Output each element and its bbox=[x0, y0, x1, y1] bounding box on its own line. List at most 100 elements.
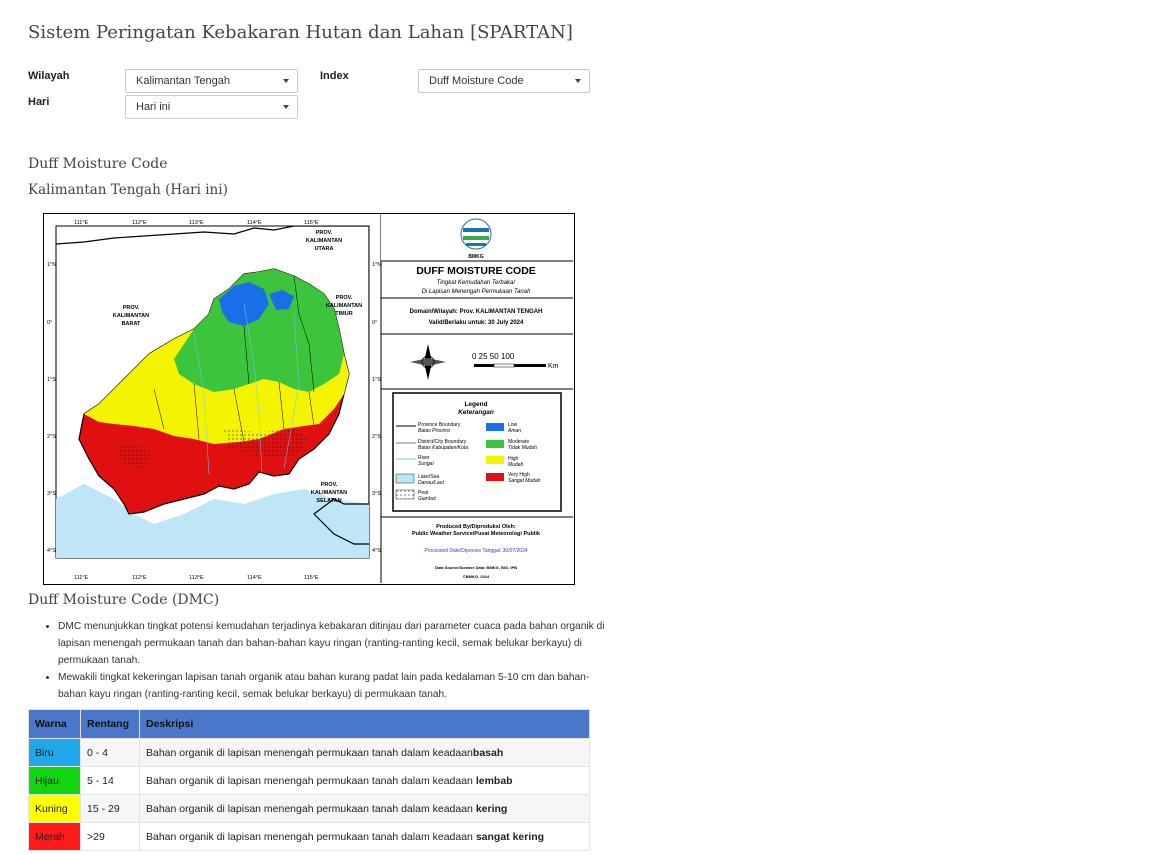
svg-text:PROV.: PROV. bbox=[123, 305, 140, 311]
svg-text:KALIMANTAN: KALIMANTAN bbox=[326, 303, 362, 309]
page-title: Sistem Peringatan Kebakaran Hutan dan La… bbox=[28, 22, 573, 43]
color-cell: Biru bbox=[28, 738, 81, 767]
svg-text:PROV.: PROV. bbox=[316, 230, 333, 236]
svg-text:KALIMANTAN: KALIMANTAN bbox=[113, 313, 149, 319]
svg-text:KALIMANTAN: KALIMANTAN bbox=[311, 490, 347, 496]
svg-text:Data Source/Sumber Data: BMKG,: Data Source/Sumber Data: BMKG, BIG, IPB bbox=[435, 565, 517, 570]
list-item: Mewakili tingkat kekeringan lapisan tana… bbox=[58, 669, 608, 703]
lon-tick-label: 111°E bbox=[74, 575, 89, 581]
svg-text:SELATAN: SELATAN bbox=[316, 498, 341, 504]
svg-text:Province Boundary: Province Boundary bbox=[418, 422, 461, 428]
svg-text:Batas Kabupaten/Kota: Batas Kabupaten/Kota bbox=[418, 445, 468, 451]
lon-tick-label: 111°E bbox=[74, 220, 89, 226]
column-header: Warna bbox=[28, 709, 81, 739]
lat-tick-label: 3°S bbox=[47, 491, 56, 497]
svg-text:Processed Date/Diproses Tangga: Processed Date/Diproses Tanggal: 30/07/2… bbox=[424, 548, 528, 554]
lat-tick-label: 1°S bbox=[47, 377, 56, 383]
lat-tick-label: 0° bbox=[372, 320, 377, 326]
svg-text:©BMKG, 2024: ©BMKG, 2024 bbox=[463, 574, 490, 579]
wilayah-select-value: Kalimantan Tengah bbox=[136, 75, 230, 87]
color-cell: Hijau bbox=[28, 766, 81, 795]
svg-text:Produced By/Diproduksi Oleh:: Produced By/Diproduksi Oleh: bbox=[436, 524, 516, 530]
legend-swatch-very-high bbox=[486, 473, 504, 481]
svg-text:Domain/Wilayah: Prov. KALIMANT: Domain/Wilayah: Prov. KALIMANTAN TENGAH bbox=[410, 309, 543, 315]
svg-text:Very High: Very High bbox=[508, 472, 530, 478]
caret-down-icon bbox=[283, 79, 289, 83]
lon-tick-label: 114°E bbox=[247, 220, 262, 226]
column-header: Rentang bbox=[80, 709, 140, 739]
wilayah-label: Wilayah bbox=[28, 70, 70, 82]
svg-text:River: River bbox=[418, 455, 430, 461]
wilayah-select[interactable]: Kalimantan Tengah bbox=[125, 69, 298, 93]
lon-tick-label: 112°E bbox=[132, 220, 147, 226]
lat-tick-label: 2°S bbox=[47, 434, 56, 440]
legend-swatch-moderate bbox=[486, 440, 504, 448]
lat-tick-label: 3°S bbox=[372, 491, 381, 497]
lat-tick-label: 1°N bbox=[47, 262, 56, 268]
lon-tick-label: 115°E bbox=[304, 575, 319, 581]
svg-text:KALIMANTAN: KALIMANTAN bbox=[306, 238, 342, 244]
svg-text:Sangat Mudah: Sangat Mudah bbox=[508, 478, 541, 484]
list-item: DMC menunjukkan tingkat potensi kemudaha… bbox=[58, 618, 608, 669]
svg-text:Keterangan: Keterangan bbox=[458, 409, 494, 416]
svg-text:Moderate: Moderate bbox=[508, 439, 529, 445]
svg-text:District/City Boundary: District/City Boundary bbox=[418, 439, 467, 445]
svg-text:Valid/Berlaku untuk: 30 July 2: Valid/Berlaku untuk: 30 July 2024 bbox=[429, 320, 524, 326]
lon-tick-label: 115°E bbox=[304, 220, 319, 226]
lon-tick-label: 112°E bbox=[132, 575, 147, 581]
dmc-heading: Duff Moisture Code (DMC) bbox=[28, 592, 220, 608]
lat-tick-label: 4°S bbox=[372, 548, 381, 554]
section-title: Duff Moisture Code bbox=[28, 156, 168, 172]
svg-text:Lake/Sea: Lake/Sea bbox=[418, 474, 439, 480]
dmc-map-svg: 111°E 112°E 113°E 114°E 115°E 111°E 112°… bbox=[47, 214, 573, 583]
svg-text:High: High bbox=[508, 456, 519, 462]
range-cell: 0 - 4 bbox=[80, 738, 140, 767]
table-row: Kuning 15 - 29 Bahan organik di lapisan … bbox=[28, 794, 590, 823]
scale-bar-label: 0 25 50 100 bbox=[472, 352, 515, 361]
bmkg-logo-text: BMKG bbox=[468, 254, 483, 260]
svg-text:PROV.: PROV. bbox=[321, 482, 338, 488]
lat-tick-label: 2°S bbox=[372, 434, 381, 440]
column-header: Deskripsi bbox=[139, 709, 590, 739]
dmc-bullet-list: DMC menunjukkan tingkat potensi kemudaha… bbox=[44, 618, 608, 703]
color-cell: Kuning bbox=[28, 794, 81, 823]
table-row: Biru 0 - 4 Bahan organik di lapisan mene… bbox=[28, 738, 590, 767]
section-subtitle: Kalimantan Tengah (Hari ini) bbox=[28, 182, 228, 198]
bmkg-logo-icon bbox=[460, 218, 492, 250]
table-header-row: Warna Rentang Deskripsi bbox=[28, 709, 590, 739]
description-cell: Bahan organik di lapisan menengah permuk… bbox=[139, 822, 590, 851]
index-label: Index bbox=[320, 70, 349, 82]
svg-text:Low: Low bbox=[508, 422, 518, 428]
hari-select-value: Hari ini bbox=[136, 101, 171, 113]
caret-down-icon bbox=[283, 105, 289, 109]
range-cell: 15 - 29 bbox=[80, 794, 140, 823]
svg-text:Public Weather Service/Pusat M: Public Weather Service/Pusat Meteorologi… bbox=[412, 531, 541, 537]
svg-text:Aman: Aman bbox=[507, 428, 521, 434]
lon-tick-label: 113°E bbox=[189, 575, 204, 581]
svg-text:Tingkat Kemudahan Terbakar: Tingkat Kemudahan Terbakar bbox=[437, 280, 517, 286]
lon-tick-label: 113°E bbox=[189, 220, 204, 226]
svg-text:Gambut: Gambut bbox=[418, 496, 436, 502]
hari-select[interactable]: Hari ini bbox=[125, 95, 298, 119]
description-cell: Bahan organik di lapisan menengah permuk… bbox=[139, 766, 590, 795]
lon-tick-label: 114°E bbox=[247, 575, 262, 581]
kalteng-moderate bbox=[174, 269, 344, 392]
hari-label: Hari bbox=[28, 96, 50, 108]
table-row: Hijau 5 - 14 Bahan organik di lapisan me… bbox=[28, 766, 590, 795]
svg-text:Mudah: Mudah bbox=[508, 462, 524, 468]
description-cell: Bahan organik di lapisan menengah permuk… bbox=[139, 738, 590, 767]
svg-text:Km: Km bbox=[548, 363, 559, 370]
legend-title: Legend bbox=[464, 401, 487, 408]
index-select[interactable]: Duff Moisture Code bbox=[418, 69, 590, 93]
svg-text:BARAT: BARAT bbox=[122, 321, 141, 327]
dmc-map-image: 111°E 112°E 113°E 114°E 115°E 111°E 112°… bbox=[43, 213, 575, 585]
index-select-value: Duff Moisture Code bbox=[429, 75, 524, 87]
lat-tick-label: 4°S bbox=[47, 548, 56, 554]
svg-text:PROV.: PROV. bbox=[336, 295, 353, 301]
svg-text:Tidak Mudah: Tidak Mudah bbox=[508, 445, 537, 451]
lat-tick-label: 0° bbox=[47, 320, 52, 326]
sea-area bbox=[56, 484, 369, 558]
range-cell: 5 - 14 bbox=[80, 766, 140, 795]
range-cell: >29 bbox=[80, 822, 140, 851]
color-cell: Merah bbox=[28, 822, 81, 851]
